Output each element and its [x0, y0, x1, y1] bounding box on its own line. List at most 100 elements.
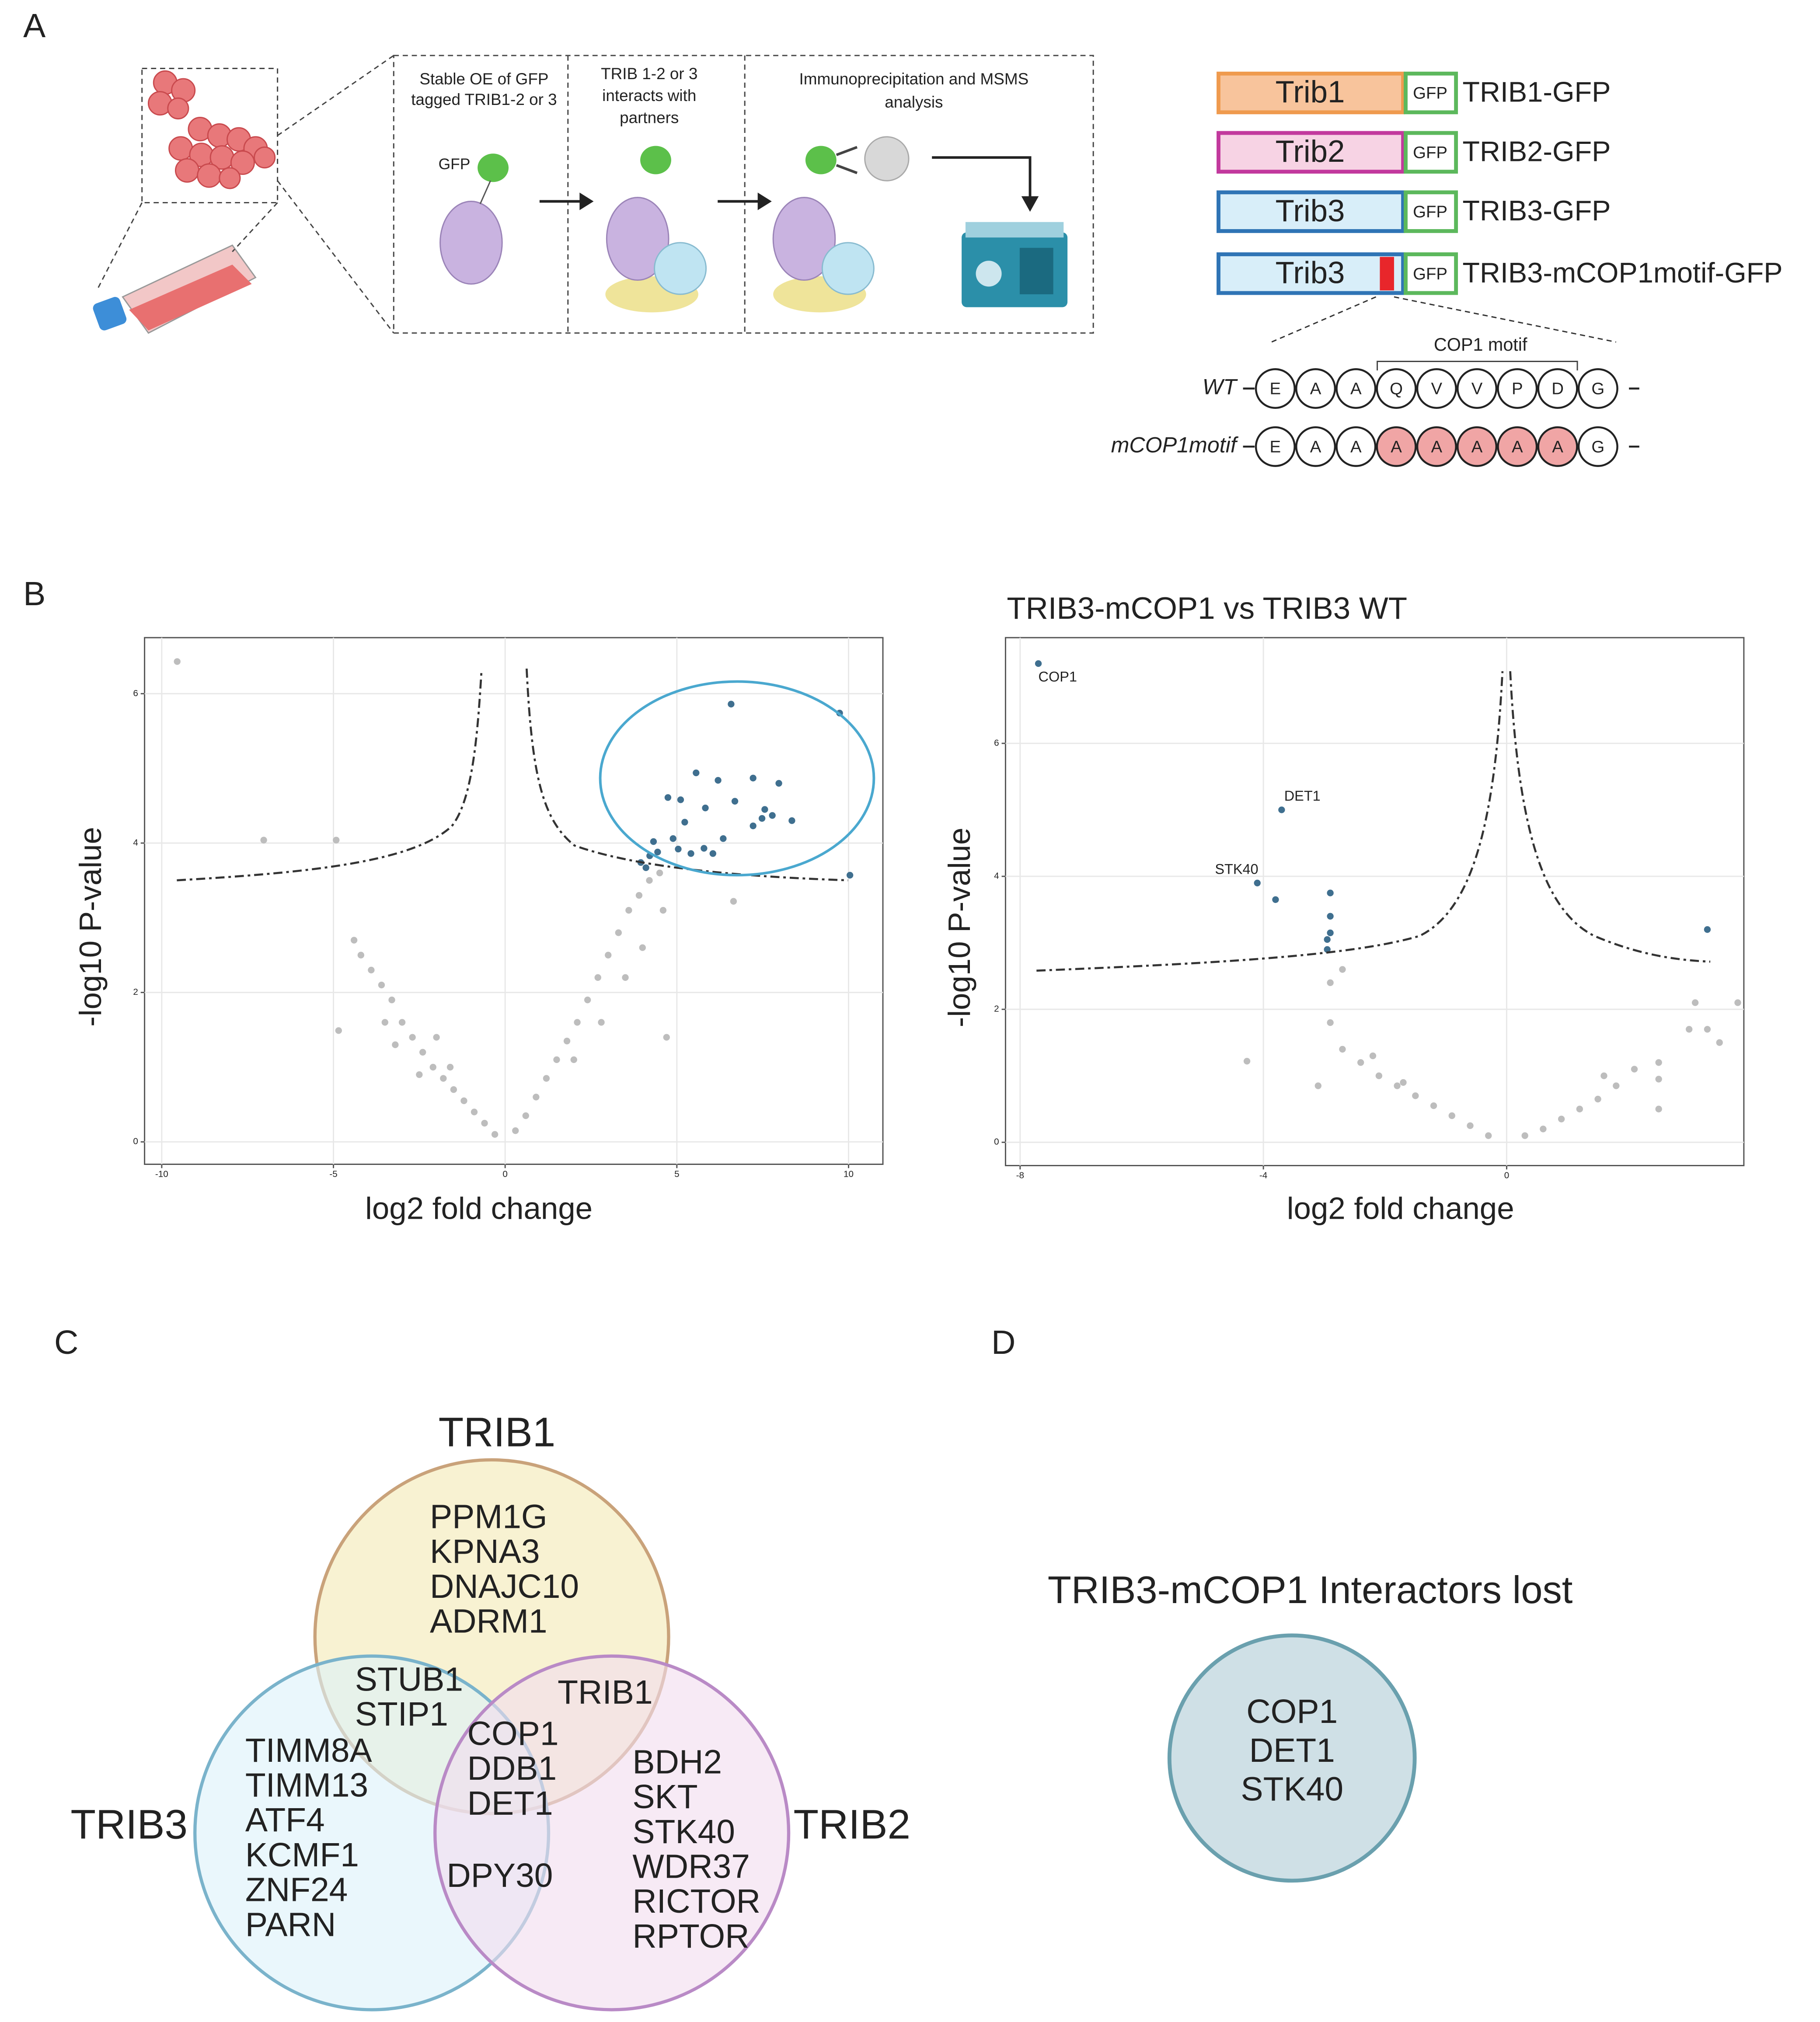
residue-letter: A: [1391, 437, 1402, 456]
data-point: [659, 907, 667, 914]
data-point: [553, 1056, 560, 1063]
data-point: [720, 835, 727, 842]
chart-title: TRIB3-mCOP1 vs TRIB3 WT: [1007, 591, 1407, 626]
residue: [1376, 368, 1417, 409]
data-point: [1327, 1019, 1334, 1026]
step-text: partners: [620, 108, 679, 126]
threshold-curves: [177, 668, 1711, 972]
gene-name: DNAJC10: [430, 1568, 579, 1605]
gene-name: RPTOR: [632, 1918, 749, 1955]
data-point: [450, 1086, 457, 1093]
motif-mutation: [1380, 257, 1394, 291]
gene-name: ATF4: [245, 1802, 325, 1839]
panel-label: B: [23, 575, 45, 613]
data-point: [1327, 889, 1334, 896]
y-tick-label: 4: [133, 837, 138, 847]
data-point: [1430, 1102, 1437, 1109]
gene-name: ADRM1: [430, 1603, 547, 1640]
data-point: [1704, 926, 1711, 933]
lost-gene: COP1: [1246, 1693, 1338, 1730]
data-point: [333, 837, 340, 844]
gene-name: COP1: [467, 1715, 559, 1752]
data-point: [335, 1027, 342, 1034]
data-point: [1655, 1105, 1662, 1112]
data-point: [750, 774, 757, 782]
data-point: [481, 1119, 488, 1127]
data-point: [622, 974, 629, 981]
arrows: [539, 156, 1039, 212]
data-point: [543, 1075, 550, 1082]
x-axis-label: log2 fold change: [365, 1192, 593, 1226]
gene-name: ZNF24: [245, 1872, 348, 1909]
residue: [1376, 426, 1417, 467]
gene-name: TIMM8A: [245, 1732, 373, 1769]
data-point: [625, 907, 632, 914]
residue: [1497, 368, 1538, 409]
data-point: [419, 1049, 426, 1056]
data-point: [758, 815, 766, 822]
step-text: interacts with: [602, 87, 696, 105]
data-point: [761, 806, 768, 813]
data-point: [378, 981, 385, 989]
domain-label: Trib3: [1276, 255, 1345, 290]
data-point: [1357, 1059, 1364, 1066]
point-label: COP1: [1039, 669, 1077, 685]
residue: [1335, 368, 1377, 409]
data-point: [1254, 879, 1261, 886]
residue: [1295, 368, 1336, 409]
data-point: [1314, 1082, 1321, 1089]
domain-label: Trib3: [1276, 194, 1345, 228]
data-point: [512, 1127, 519, 1134]
residue-letter: A: [1310, 380, 1321, 398]
data-point: [701, 845, 708, 852]
data-point: [693, 769, 700, 777]
data-point: [570, 1056, 577, 1063]
y-tick-label: 0: [133, 1137, 138, 1147]
x-tick-label: -4: [1259, 1171, 1267, 1181]
residue-letter: A: [1471, 437, 1483, 456]
construct-zoom: [1271, 296, 1616, 343]
residue-letter: A: [1552, 437, 1563, 456]
gfp-box: [1404, 190, 1458, 233]
residue: [1457, 426, 1498, 467]
data-point: [775, 780, 782, 787]
data-point: [1691, 999, 1699, 1006]
gene-name: WDR37: [632, 1848, 750, 1885]
residue-letter: G: [1591, 380, 1604, 398]
residue-letter: V: [1471, 380, 1483, 398]
zoom-lines: [96, 55, 1094, 334]
data-point: [491, 1131, 499, 1138]
data-point: [615, 929, 622, 936]
venn-circles: [193, 1458, 791, 2012]
data-point: [1734, 999, 1741, 1006]
gene-name: BDH2: [632, 1743, 722, 1781]
data-point: [429, 1063, 436, 1071]
gene-name: PARN: [245, 1906, 336, 1943]
domain-label: Trib1: [1276, 75, 1345, 109]
x-tick-label: 10: [844, 1169, 854, 1179]
data-point: [1686, 1026, 1693, 1033]
gene-name: KCMF1: [245, 1837, 359, 1874]
gene-name: DPY30: [446, 1857, 553, 1894]
construct-name: TRIB3-GFP: [1462, 195, 1611, 227]
residue: [1457, 368, 1498, 409]
residue-letter: A: [1431, 437, 1443, 456]
lost-gene: STK40: [1241, 1771, 1343, 1808]
data-point: [750, 823, 757, 830]
data-point: [1278, 806, 1285, 813]
motif-bracket: [1377, 361, 1578, 371]
data-point: [1272, 896, 1279, 903]
data-point: [788, 817, 795, 824]
data-point: [1655, 1059, 1662, 1066]
point-label: STK40: [1215, 861, 1258, 877]
data-point: [368, 966, 375, 974]
x-tick-label: -5: [329, 1169, 337, 1179]
plot-area: [1004, 637, 1745, 1166]
domain-label: Trib2: [1276, 134, 1345, 169]
data-point: [846, 872, 854, 879]
data-point: [656, 869, 663, 876]
data-point: [646, 877, 653, 884]
data-point: [639, 944, 646, 951]
domain-box: [1217, 252, 1405, 295]
data-point: [728, 701, 735, 708]
